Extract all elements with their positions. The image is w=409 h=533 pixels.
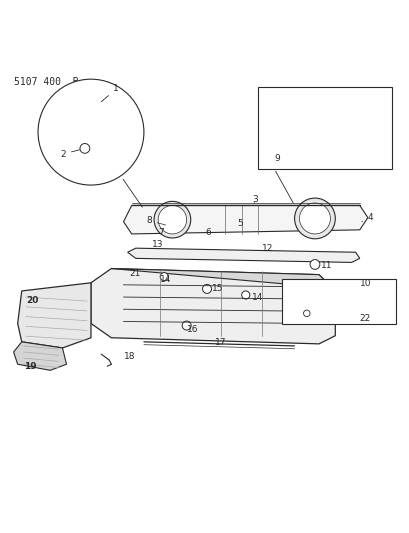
Text: 16: 16 <box>186 325 198 334</box>
Text: 12: 12 <box>261 244 273 253</box>
FancyBboxPatch shape <box>282 279 396 324</box>
Text: 2: 2 <box>60 149 82 158</box>
Text: 5107 400  B: 5107 400 B <box>13 77 78 87</box>
Text: 11: 11 <box>320 261 332 270</box>
Circle shape <box>80 143 90 154</box>
Text: 14: 14 <box>160 275 171 284</box>
Text: 6: 6 <box>204 228 210 237</box>
Circle shape <box>160 272 168 281</box>
Circle shape <box>182 321 191 330</box>
Text: 22: 22 <box>359 314 370 324</box>
Circle shape <box>202 285 211 293</box>
Polygon shape <box>318 287 335 299</box>
Polygon shape <box>13 342 66 370</box>
Polygon shape <box>18 283 91 348</box>
Circle shape <box>303 310 309 317</box>
Text: 9: 9 <box>274 154 279 163</box>
Text: 14: 14 <box>251 293 263 302</box>
Circle shape <box>299 203 330 234</box>
Circle shape <box>154 201 190 238</box>
Text: 4: 4 <box>361 213 373 222</box>
Circle shape <box>309 260 319 269</box>
Text: 18: 18 <box>123 352 135 361</box>
Text: 13: 13 <box>152 240 163 249</box>
Polygon shape <box>294 287 359 319</box>
Circle shape <box>158 205 186 234</box>
Text: 5: 5 <box>237 219 243 228</box>
Text: 3: 3 <box>251 195 257 204</box>
Text: 21: 21 <box>129 269 141 278</box>
Text: 8: 8 <box>146 216 165 225</box>
Text: 15: 15 <box>212 284 223 293</box>
Circle shape <box>241 291 249 299</box>
Polygon shape <box>111 269 335 291</box>
Text: 20: 20 <box>26 296 38 305</box>
Circle shape <box>294 198 335 239</box>
Polygon shape <box>91 269 335 344</box>
FancyBboxPatch shape <box>257 87 391 169</box>
Text: 10: 10 <box>359 279 370 288</box>
Polygon shape <box>123 205 367 234</box>
Text: 7: 7 <box>158 228 164 237</box>
Polygon shape <box>127 248 359 262</box>
Text: 1: 1 <box>101 84 119 102</box>
Text: 19: 19 <box>24 362 36 371</box>
Text: 17: 17 <box>215 338 226 346</box>
Circle shape <box>38 79 144 185</box>
